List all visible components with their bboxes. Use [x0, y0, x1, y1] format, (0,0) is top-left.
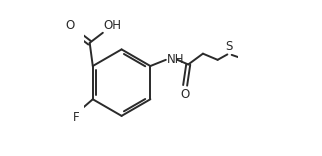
Text: OH: OH — [104, 19, 122, 32]
Text: S: S — [225, 40, 233, 53]
Text: F: F — [73, 111, 80, 124]
Text: O: O — [66, 19, 75, 32]
Text: O: O — [181, 88, 190, 101]
Text: NH: NH — [166, 53, 184, 66]
